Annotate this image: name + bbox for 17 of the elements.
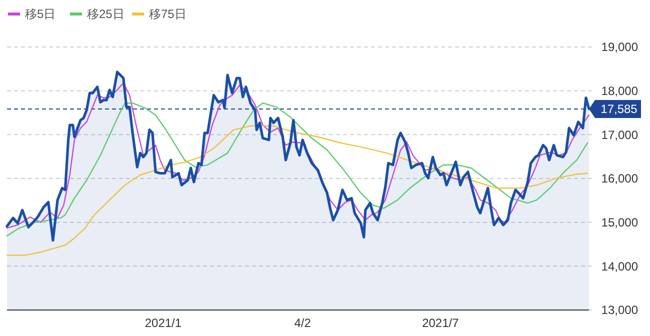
legend-label: 移25日 bbox=[87, 7, 124, 22]
x-tick-label: 2021/1 bbox=[144, 316, 182, 330]
y-tick-label: 16,000 bbox=[601, 172, 638, 186]
y-tick-label: 14,000 bbox=[601, 259, 638, 274]
legend-label: 移75日 bbox=[149, 7, 186, 22]
legend-label: 移5日 bbox=[25, 7, 56, 22]
y-tick-label: 19,000 bbox=[601, 40, 638, 54]
y-tick-label: 15,000 bbox=[601, 216, 638, 230]
line-series bbox=[6, 125, 588, 256]
y-tick-label: 17,000 bbox=[601, 128, 638, 142]
x-tick-label: 4/2 bbox=[294, 316, 312, 330]
y-tick-label: 18,000 bbox=[601, 84, 638, 98]
x-tick-label: 2021/7 bbox=[422, 316, 460, 330]
line-series bbox=[6, 102, 588, 237]
y-tick-label: 13,000 bbox=[601, 303, 638, 318]
ref-line-label: 17,585 bbox=[600, 102, 638, 116]
line-series bbox=[6, 82, 590, 229]
